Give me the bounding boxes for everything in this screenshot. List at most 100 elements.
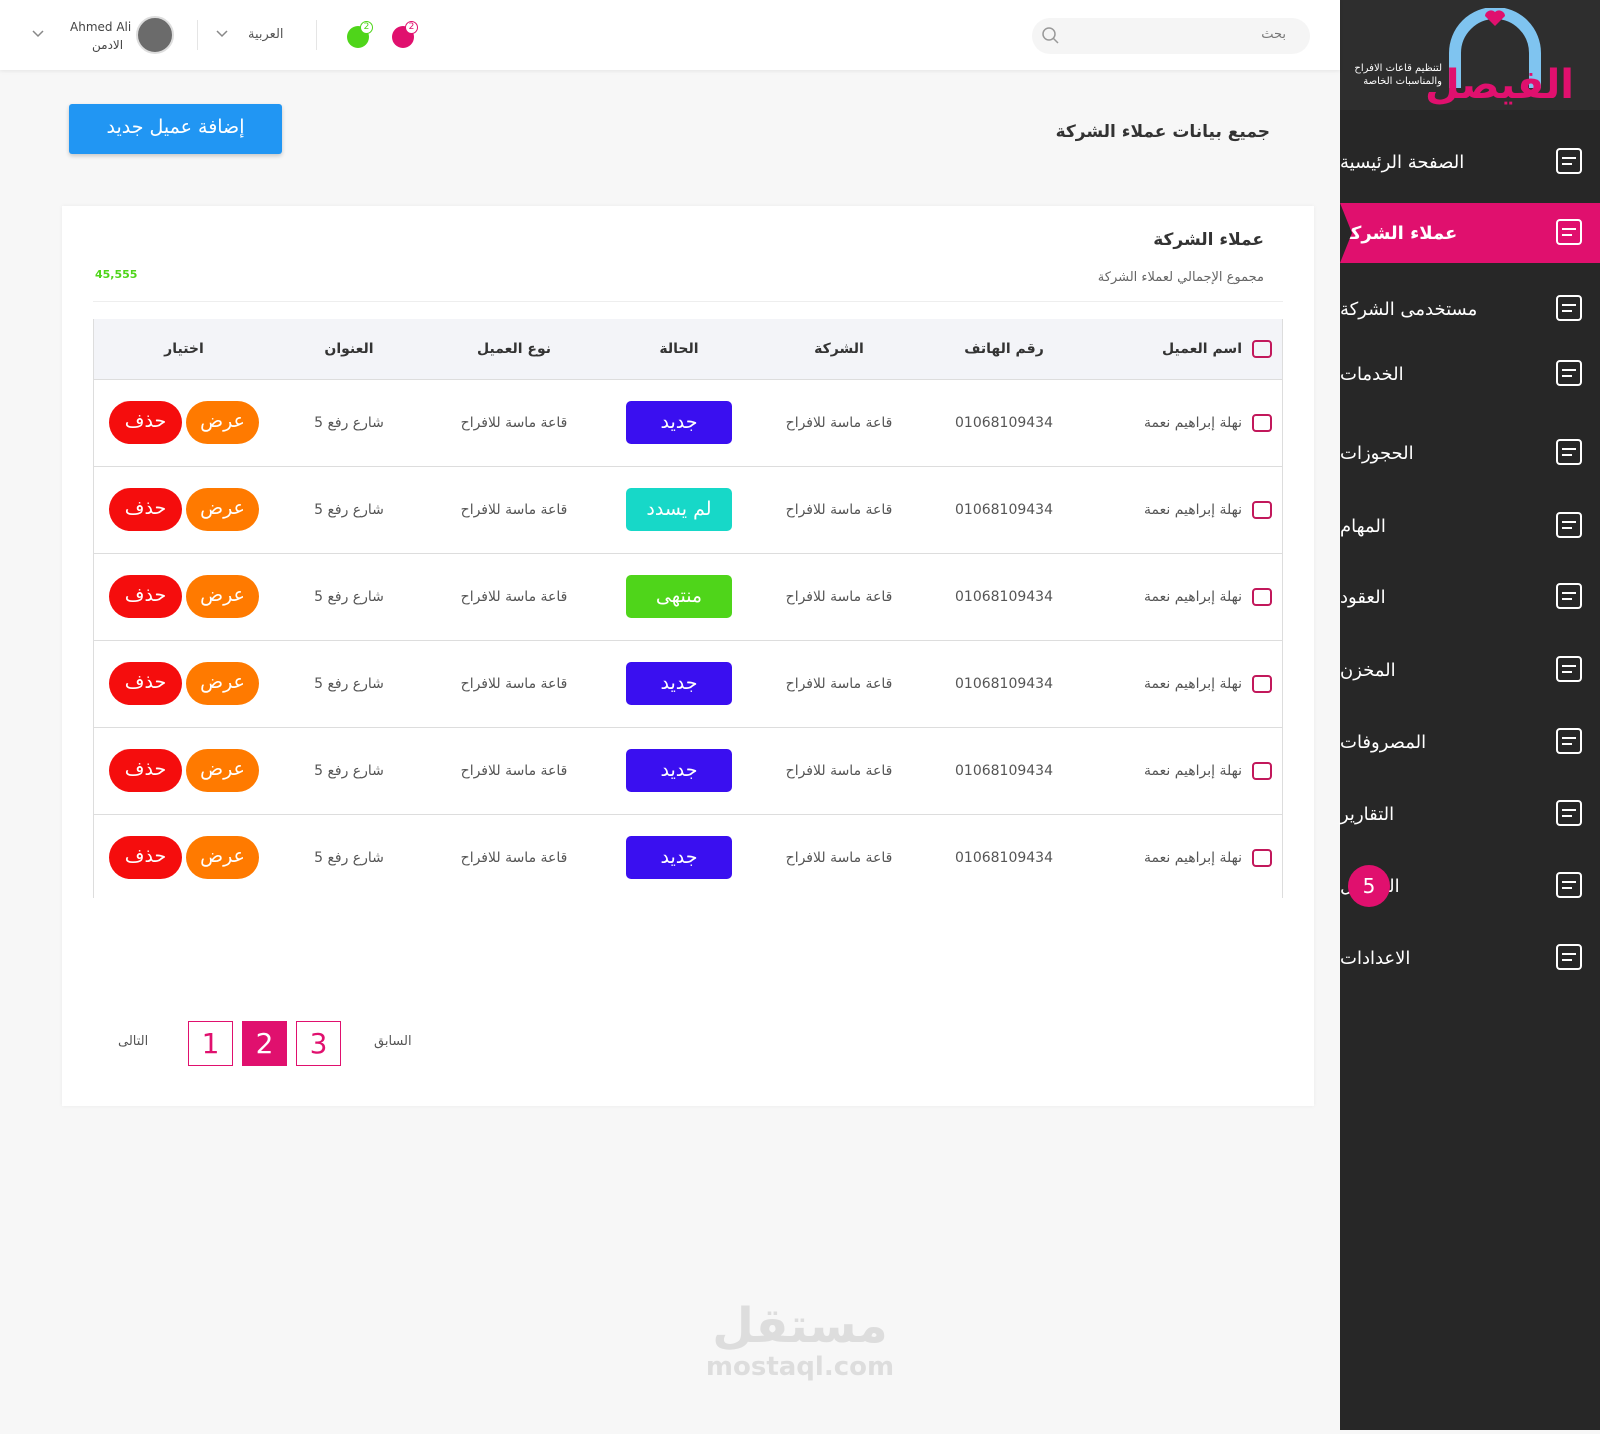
cell-actions: عرضحذف [94, 552, 274, 640]
nav-icon [1556, 800, 1582, 826]
cell-name: نهلة إبراهيم نعمة [1084, 552, 1282, 640]
nav-item[interactable]: عملاء الشركة [1340, 203, 1600, 263]
cell-status: جديد [604, 378, 754, 466]
nav-item[interactable]: الصفحة الرئيسية [1340, 132, 1600, 192]
nav-label: المصروفات [1340, 731, 1427, 753]
status-badge: جديد [626, 401, 732, 444]
table-wrap: اسم العميل رقم الهاتف الشركة الحالة نوع العم… [93, 319, 1283, 898]
cell-company: قاعة ماسة للافراح [754, 726, 924, 814]
nav-label: الخدمات [1340, 363, 1404, 385]
client-name: نهلة إبراهيم نعمة [1144, 675, 1242, 692]
cell-company: قاعة ماسة للافراح [754, 552, 924, 640]
nav-icon [1556, 944, 1582, 970]
chevron [216, 30, 228, 38]
row-checkbox[interactable] [1252, 500, 1272, 519]
cell-type: قاعة ماسة للافراح [424, 465, 604, 553]
column-header: الحالة [604, 319, 754, 379]
cell-name: نهلة إبراهيم نعمة [1084, 465, 1282, 553]
client-name: نهلة إبراهيم نعمة [1144, 588, 1242, 605]
row-checkbox[interactable] [1252, 587, 1272, 606]
nav-label: الصفحة الرئيسية [1340, 151, 1465, 173]
page-button[interactable]: 3 [296, 1021, 341, 1066]
cell-name: نهلة إبراهيم نعمة [1084, 726, 1282, 814]
divider [316, 20, 317, 50]
separator [93, 301, 1283, 302]
table-row: نهلة إبراهيم نعمة 01068109434 قاعة ماسة لل… [94, 639, 1282, 727]
header-label: اسم العميل [1162, 340, 1242, 357]
notification-icon[interactable]: 2 [392, 21, 418, 48]
client-name: نهلة إبراهيم نعمة [1144, 414, 1242, 431]
cell-actions: عرضحذف [94, 726, 274, 814]
cell-actions: عرضحذف [94, 378, 274, 466]
prev-button[interactable]: السابق [374, 1034, 412, 1049]
watermark-url: mostaql.com [705, 1352, 895, 1382]
search-box[interactable]: بحث [1032, 18, 1310, 54]
row-checkbox[interactable] [1252, 848, 1272, 867]
table-row: نهلة إبراهيم نعمة 01068109434 قاعة ماسة لل… [94, 378, 1282, 466]
cell-type: قاعة ماسة للافراح [424, 378, 604, 466]
status-badge: لم يسدد [626, 488, 732, 531]
delete-button[interactable]: حذف [109, 488, 182, 531]
nav-label: عملاء الشركة [1340, 222, 1458, 244]
nav-item[interactable]: الحجوزات [1340, 423, 1600, 483]
nav-item[interactable]: مستخدمى الشركة [1340, 279, 1600, 339]
delete-button[interactable]: حذف [109, 836, 182, 880]
view-button[interactable]: عرض [186, 575, 259, 618]
cell-company: قاعة ماسة للافراح [754, 465, 924, 553]
column-header: اسم العميل [1084, 319, 1282, 379]
clients-table: اسم العميل رقم الهاتف الشركة الحالة نوع العم… [94, 319, 1282, 898]
nav-icon [1556, 360, 1582, 386]
delete-button[interactable]: حذف [109, 401, 182, 444]
divider [197, 20, 198, 50]
view-button[interactable]: عرض [186, 836, 259, 880]
cell-actions: عرضحذف [94, 639, 274, 727]
nav-item[interactable]: التقارير [1340, 784, 1600, 844]
row-checkbox[interactable] [1252, 761, 1272, 780]
column-header: العنوان [274, 319, 424, 379]
cell-address: شارع رفع 5 [274, 465, 424, 553]
select-all-checkbox[interactable] [1252, 339, 1272, 358]
delete-button[interactable]: حذف [109, 749, 182, 792]
avatar[interactable] [136, 16, 174, 54]
table-row: نهلة إبراهيم نعمة 01068109434 قاعة ماسة لل… [94, 552, 1282, 640]
nav-badge: 5 [1348, 865, 1390, 907]
nav-item[interactable]: الخدمات [1340, 344, 1600, 404]
messages-count: 2 [360, 21, 373, 34]
cell-phone: 01068109434 [924, 378, 1084, 466]
column-header: اختيار [94, 319, 274, 379]
nav-item[interactable]: المهام [1340, 496, 1600, 556]
nav-item[interactable]: المصروفات [1340, 712, 1600, 772]
page-button[interactable]: 2 [242, 1021, 287, 1066]
status-badge: جديد [626, 836, 732, 880]
view-button[interactable]: عرض [186, 662, 259, 705]
delete-button[interactable]: حذف [109, 662, 182, 705]
row-checkbox[interactable] [1252, 413, 1272, 432]
add-client-button[interactable]: إضافة عميل جديد [69, 104, 282, 154]
view-button[interactable]: عرض [186, 749, 259, 792]
nav-item[interactable]: الاعدادات [1340, 928, 1600, 988]
cell-phone: 01068109434 [924, 552, 1084, 640]
delete-button[interactable]: حذف [109, 575, 182, 618]
cell-company: قاعة ماسة للافراح [754, 639, 924, 727]
next-button[interactable]: التالى [118, 1034, 149, 1049]
column-header: رقم الهاتف [924, 319, 1084, 379]
brand-name: الفيصل [1425, 62, 1574, 108]
header-label: الحالة [659, 340, 699, 357]
nav-label: التقارير [1340, 803, 1395, 825]
table-body: نهلة إبراهيم نعمة 01068109434 قاعة ماسة لل… [94, 378, 1282, 898]
nav-item[interactable]: المخزن [1340, 640, 1600, 700]
clients-card: عملاء الشركة مجموع الإجمالي لعملاء الشرك… [62, 206, 1314, 1106]
search-icon [1042, 27, 1059, 44]
column-header: نوع العميل [424, 319, 604, 379]
nav-item[interactable]: الرسائل5 [1340, 856, 1600, 916]
messages-icon[interactable]: 2 [347, 21, 373, 48]
view-button[interactable]: عرض [186, 488, 259, 531]
view-button[interactable]: عرض [186, 401, 259, 444]
table-row: نهلة إبراهيم نعمة 01068109434 قاعة ماسة لل… [94, 465, 1282, 553]
page-button[interactable]: 1 [188, 1021, 233, 1066]
watermark-text: مستقل [712, 1298, 888, 1354]
language[interactable]: العربية [248, 27, 284, 42]
nav-item[interactable]: العقود [1340, 567, 1600, 627]
row-checkbox[interactable] [1252, 674, 1272, 693]
